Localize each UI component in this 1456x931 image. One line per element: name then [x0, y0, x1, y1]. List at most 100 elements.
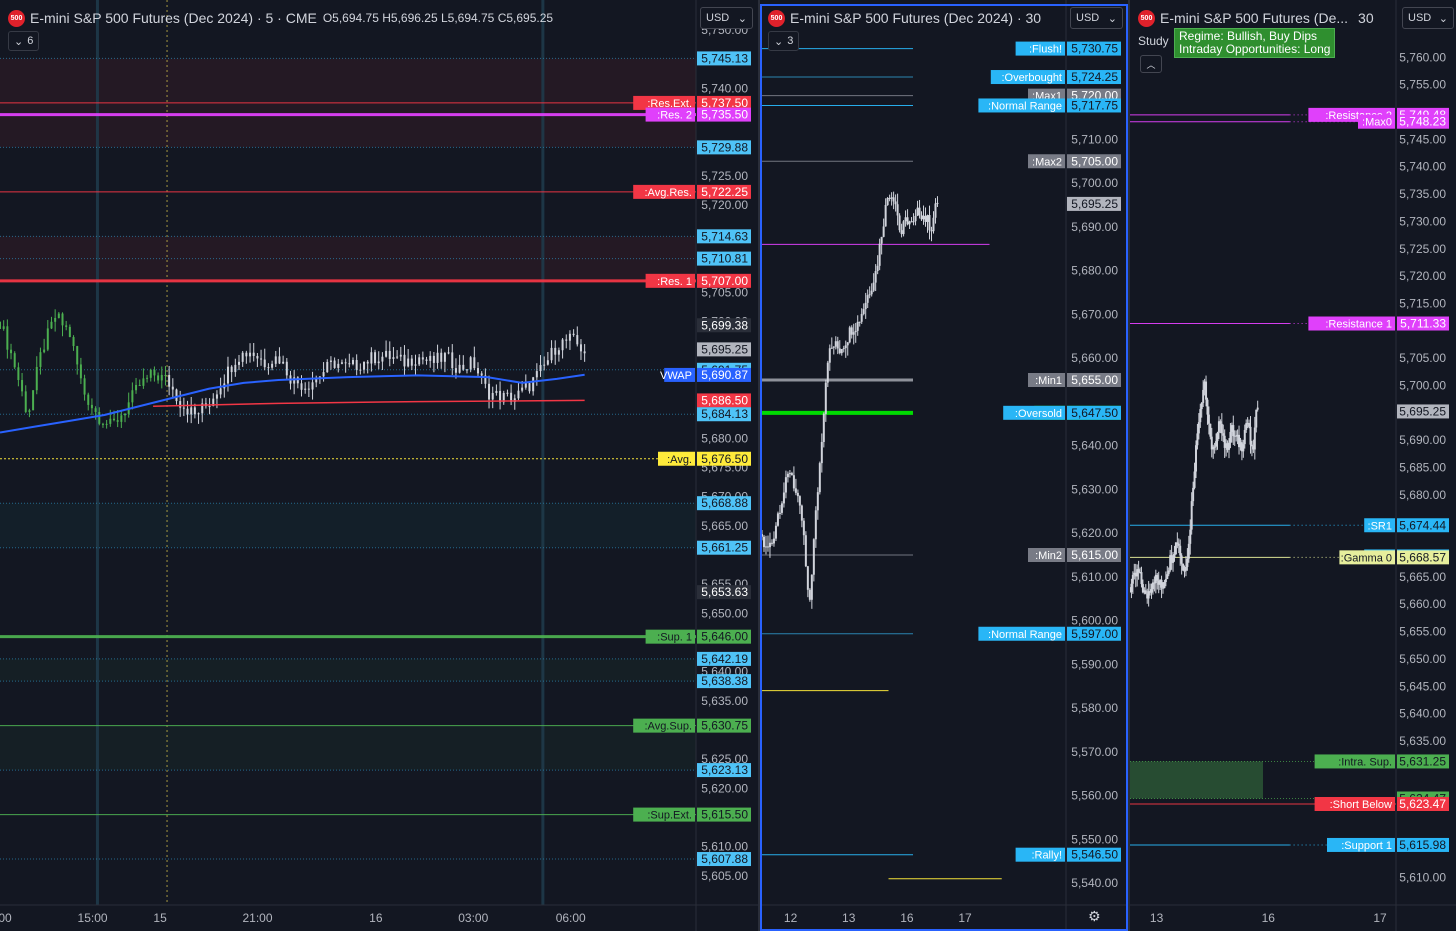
candle-body — [798, 496, 801, 506]
candle-body — [1156, 574, 1159, 581]
candle-body — [392, 357, 395, 359]
gear-icon[interactable]: ⚙ — [1088, 908, 1101, 924]
price-tick-label: 5,700.00 — [1071, 176, 1118, 190]
chart-svg-5min[interactable]: 5,750.005,745.005,740.005,725.005,720.00… — [0, 0, 758, 931]
candle-body — [532, 377, 535, 392]
candle-body — [1144, 590, 1147, 594]
candle-body — [90, 404, 93, 409]
candle-body — [105, 423, 108, 425]
indicator-toggle[interactable]: ⌄ 3 — [768, 31, 800, 51]
price-tick-label: 5,710.00 — [1071, 132, 1118, 146]
chevron-down-icon: ⌄ — [774, 35, 784, 48]
candle-body — [1242, 444, 1245, 452]
level-label-text: :Min1 — [1035, 375, 1062, 387]
symbol-header[interactable]: 500 E-mini S&P 500 Futures (Dec 2024) · … — [768, 8, 1041, 28]
price-badge-text: 5,615.00 — [1071, 548, 1118, 562]
time-tick-label: 2:00 — [0, 911, 12, 925]
level-label-badge — [658, 451, 695, 466]
chart-pane-5min[interactable]: 5,750.005,745.005,740.005,725.005,720.00… — [0, 0, 758, 931]
candle-body — [568, 333, 571, 341]
price-badge — [1397, 550, 1449, 565]
level-label-badge — [633, 718, 695, 733]
chart-title[interactable]: E-mini S&P 500 Futures (Dec 2024) · 5 · … — [30, 10, 317, 26]
chart-svg-study[interactable]: 5,760.00 5,755.00 5,745.00 5,740.00 5,735.00… — [1130, 0, 1456, 931]
level-label-badge — [1028, 548, 1065, 562]
pane-divider[interactable] — [1128, 0, 1130, 931]
candle-body — [812, 539, 815, 575]
price-badge — [697, 651, 751, 666]
candle-body — [904, 217, 907, 222]
price-badge — [1067, 548, 1121, 562]
time-tick-label: 15 — [153, 911, 167, 925]
candle-body — [1133, 572, 1136, 575]
chart-title[interactable]: E-mini S&P 500 Futures (Dec 2024) · 30 — [790, 10, 1042, 26]
candle-body — [880, 236, 883, 244]
currency-selector[interactable]: USD ⌄ — [1070, 7, 1123, 29]
price-badge — [697, 763, 751, 778]
price-badge-text: 5,647.50 — [1071, 406, 1118, 420]
candle-body — [68, 326, 71, 338]
candle-body — [1134, 572, 1137, 577]
chart-pane-30min[interactable]: 5,710.00 5,700.00 5,690.00 5,680.00 5,670.00… — [760, 0, 1128, 931]
candle-body — [840, 349, 843, 354]
candle-body — [440, 352, 443, 362]
symbol-logo-icon: 500 — [8, 9, 25, 27]
chart-pane-30min-study[interactable]: 5,760.00 5,755.00 5,745.00 5,740.00 5,735.00… — [1130, 0, 1456, 931]
price-tick-label: 5,600.00 — [1071, 614, 1118, 628]
candle-body — [856, 321, 859, 331]
candle-body — [83, 378, 86, 395]
candle-body — [762, 536, 765, 548]
indicator-toggle[interactable]: ⌄ 6 — [8, 31, 40, 51]
symbol-header[interactable]: 500 E-mini S&P 500 Futures (De... 30 — [1138, 8, 1374, 28]
candle-body — [421, 357, 424, 360]
candle-body — [142, 378, 145, 386]
candle-body — [846, 342, 849, 346]
price-badge — [697, 674, 751, 689]
candle-body — [780, 503, 783, 513]
symbol-header[interactable]: 500 E-mini S&P 500 Futures (Dec 2024) · … — [8, 8, 553, 28]
candle-body — [226, 366, 229, 384]
candle-body — [1160, 579, 1163, 588]
candle-body — [1250, 444, 1253, 447]
currency-selector[interactable]: USD ⌄ — [700, 7, 753, 29]
candle-body — [1222, 433, 1225, 436]
level-label-badge — [1358, 114, 1395, 129]
candle-body — [234, 364, 237, 373]
price-tick-label: 5,665.00 — [1399, 570, 1446, 584]
candle-body — [890, 197, 893, 199]
price-badge — [1067, 154, 1121, 169]
chevron-up-icon[interactable]: ︿ — [1140, 55, 1162, 73]
price-zone — [0, 503, 696, 548]
level-label-text: :Short Below — [1330, 799, 1392, 811]
candle-body — [124, 413, 127, 416]
candle-body — [1159, 579, 1162, 585]
price-badge — [697, 318, 751, 333]
candle-body — [774, 525, 777, 539]
candle-body — [916, 207, 919, 216]
chart-title[interactable]: E-mini S&P 500 Futures (De... — [1160, 10, 1349, 26]
candle-body — [786, 473, 789, 478]
candle-body — [760, 534, 763, 537]
candle-body — [892, 197, 895, 202]
time-tick-label: 16 — [369, 911, 383, 925]
candle-body — [388, 350, 391, 359]
candle-body — [778, 512, 781, 514]
red-band-line — [153, 399, 585, 407]
price-tick-label: 5,580.00 — [1071, 701, 1118, 715]
price-badge — [697, 540, 751, 555]
time-tick-label: 15:00 — [78, 911, 108, 925]
currency-selector[interactable]: USD ⌄ — [1402, 7, 1454, 29]
chart-svg-30min[interactable]: 5,710.00 5,700.00 5,690.00 5,680.00 5,670.00… — [760, 0, 1128, 931]
price-badge-text: 5,623.47 — [1399, 797, 1446, 811]
candle-body — [1206, 399, 1209, 415]
interval-label: 30 — [1358, 10, 1374, 26]
level-label-badge — [1364, 518, 1395, 533]
level-label-badge — [1339, 550, 1395, 565]
pane-divider[interactable] — [758, 0, 760, 931]
candle-body — [263, 359, 266, 368]
price-tick-label: 5,700.00 — [1399, 378, 1446, 392]
level-label-text: :Max0 — [1362, 117, 1392, 129]
price-badge — [697, 718, 751, 733]
candle-body — [1174, 542, 1177, 555]
level-label-text: :Oversold — [1015, 408, 1062, 420]
